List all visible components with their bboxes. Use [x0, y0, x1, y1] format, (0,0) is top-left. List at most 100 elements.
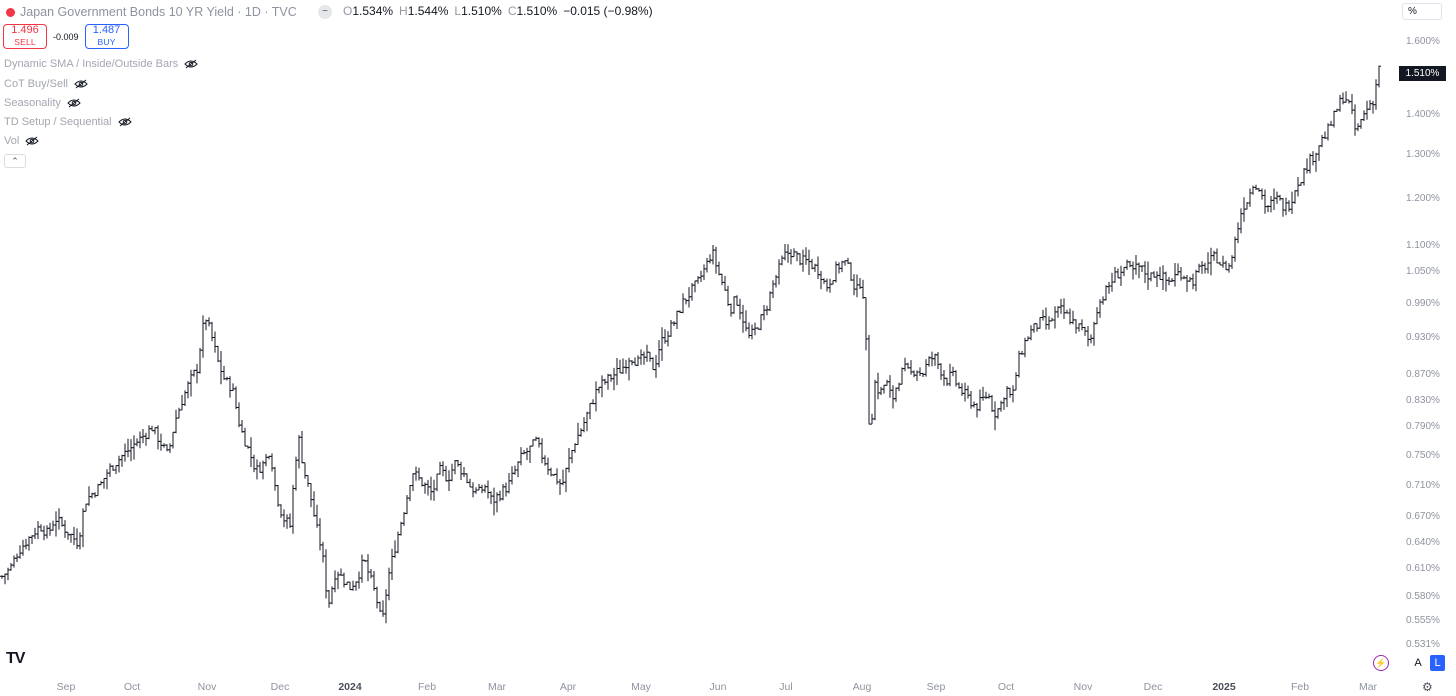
- ohlc-bar: [357, 571, 361, 589]
- price-axis-label: 0.640%: [1406, 537, 1440, 548]
- ohlc-bar: [429, 476, 433, 501]
- ohlc-bar: [414, 466, 418, 481]
- price-axis-label: 0.790%: [1406, 421, 1440, 432]
- ohlc-bar: [918, 367, 922, 376]
- eye-crossed-icon[interactable]: [67, 98, 81, 108]
- ohlc-bar: [117, 455, 121, 473]
- ohlc-bar: [360, 554, 364, 583]
- eye-crossed-icon[interactable]: [25, 136, 40, 146]
- ohlc-bar: [867, 334, 871, 425]
- ohlc-bar: [600, 375, 604, 398]
- ohlc-readout: O1.534% H1.544% L1.510% C1.510% −0.015 (…: [343, 4, 653, 18]
- gear-icon[interactable]: ⚙: [1422, 680, 1433, 694]
- ohlc-bar: [24, 538, 28, 550]
- chevron-up-icon[interactable]: ⌃: [4, 154, 26, 168]
- ohlc-bar: [303, 462, 307, 479]
- ohlc-bar: [801, 249, 805, 272]
- ohlc-bar: [417, 467, 421, 481]
- eye-crossed-icon[interactable]: [117, 117, 132, 127]
- sell-price: 1.496: [11, 24, 39, 36]
- tradingview-logo[interactable]: TV: [6, 650, 25, 667]
- ohlc-bar: [249, 437, 253, 468]
- ohlc-bar: [57, 508, 61, 530]
- ohlc-bar: [651, 357, 655, 371]
- ohlc-bar: [1176, 263, 1180, 276]
- indicator-td-setup[interactable]: TD Setup / Sequential: [4, 116, 132, 128]
- eye-crossed-icon[interactable]: [74, 79, 88, 89]
- ohlc-bar: [537, 437, 541, 448]
- ohlc-bar: [876, 372, 880, 400]
- indicator-vol[interactable]: Vol: [4, 135, 40, 147]
- ohlc-bar: [1296, 177, 1300, 197]
- ohlc-bar: [1278, 194, 1282, 201]
- ohlc-bar: [1224, 260, 1228, 271]
- symbol-header[interactable]: Japan Government Bonds 10 YR Yield · 1D …: [0, 3, 297, 21]
- ohlc-bars: [0, 65, 1381, 624]
- ohlc-bar: [81, 508, 85, 548]
- ohlc-bar: [132, 435, 136, 460]
- ohlc-bar: [912, 370, 916, 378]
- ohlc-bar: [33, 527, 37, 539]
- open-value: 1.534%: [352, 4, 394, 18]
- ohlc-bar: [1275, 191, 1279, 204]
- ohlc-bar: [1215, 248, 1219, 264]
- buy-button[interactable]: 1.487 BUY: [84, 24, 129, 49]
- indicator-cot[interactable]: CoT Buy/Sell: [4, 78, 88, 90]
- ohlc-bar: [1209, 247, 1213, 276]
- time-axis-label: Nov: [197, 681, 217, 693]
- ohlc-bar: [1362, 110, 1366, 121]
- ohlc-bar: [654, 355, 658, 378]
- ohlc-bar: [648, 351, 652, 362]
- ohlc-bar: [486, 480, 490, 499]
- ohlc-bar: [465, 473, 469, 484]
- ohlc-bar: [351, 580, 355, 591]
- ohlc-bar: [528, 445, 532, 463]
- sell-button[interactable]: 1.496 SELL: [3, 24, 47, 49]
- ohlc-bar: [84, 503, 88, 512]
- eye-crossed-icon[interactable]: [184, 59, 198, 69]
- price-axis-label: 0.531%: [1406, 639, 1440, 650]
- ohlc-bar: [159, 433, 163, 451]
- auto-scale-button[interactable]: A: [1414, 657, 1422, 669]
- indicator-seasonality[interactable]: Seasonality: [4, 97, 81, 109]
- ohlc-bar: [321, 541, 325, 563]
- ohlc-bar: [1170, 278, 1174, 282]
- ohlc-bar: [1344, 91, 1348, 103]
- log-scale-button[interactable]: L: [1430, 655, 1445, 671]
- indicator-label: TD Setup / Sequential: [4, 116, 112, 128]
- ohlc-bar: [342, 572, 346, 588]
- ohlc-bar: [507, 473, 511, 494]
- ohlc-bar: [462, 467, 466, 477]
- symbol-title[interactable]: Japan Government Bonds 10 YR Yield · 1D …: [20, 5, 297, 19]
- ohlc-bar: [393, 540, 397, 558]
- ohlc-bar: [807, 249, 811, 275]
- ohlc-bar: [936, 352, 940, 370]
- time-axis-label: Aug: [852, 681, 872, 693]
- ohlc-bar: [888, 375, 892, 398]
- ohlc-bar: [1350, 94, 1354, 115]
- ohlc-bar: [1227, 263, 1231, 273]
- ohlc-bar: [1131, 261, 1135, 280]
- ohlc-bar: [933, 353, 937, 366]
- time-axis-label: Jun: [709, 681, 727, 693]
- time-axis-label: Feb: [417, 681, 437, 693]
- lightning-icon[interactable]: ⚡: [1373, 655, 1389, 671]
- ohlc-bar: [753, 322, 757, 336]
- ohlc-bar: [195, 363, 199, 384]
- ohlc-bar: [72, 526, 76, 546]
- ohlc-bar: [408, 485, 412, 502]
- indicator-dynamic-sma[interactable]: Dynamic SMA / Inside/Outside Bars: [4, 58, 198, 70]
- ohlc-bar: [540, 438, 544, 464]
- time-axis-label: Oct: [123, 681, 141, 693]
- ohlc-bar: [717, 261, 721, 276]
- unit-button[interactable]: %: [1402, 3, 1442, 20]
- price-axis-label: 1.100%: [1406, 240, 1440, 251]
- ohlc-bar: [636, 355, 640, 367]
- ohlc-bar: [279, 504, 283, 518]
- minus-icon[interactable]: −: [318, 5, 332, 19]
- ohlc-bar: [63, 520, 67, 538]
- ohlc-bar: [606, 373, 610, 390]
- time-axis-label: 2024: [338, 681, 362, 693]
- ohlc-bar: [315, 504, 319, 528]
